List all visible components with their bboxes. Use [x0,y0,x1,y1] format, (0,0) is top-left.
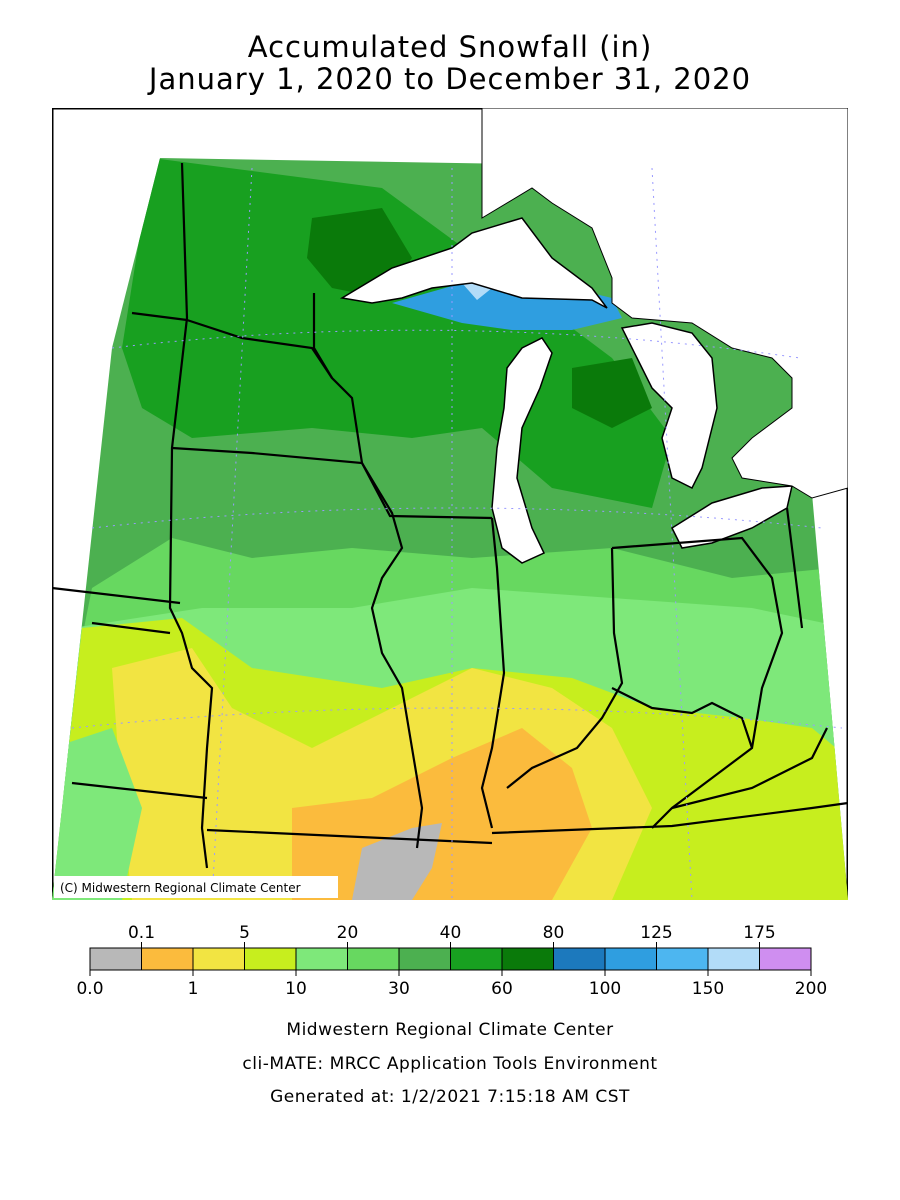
lake-huron [620,322,718,490]
legend-box [656,947,709,971]
copyright-text: (C) Midwestern Regional Climate Center [60,881,301,895]
region-michigan-dark [572,358,652,428]
state-borders [52,162,848,869]
legend-box [244,947,297,971]
region-bootheel [352,823,442,900]
footer-tool-name: cli-MATE: MRCC Application Tools Environ… [242,1054,658,1074]
legend-box [759,947,812,971]
graticule [71,167,843,900]
region-west-green-edge [52,728,142,900]
legend-box [553,947,606,971]
legend-bottom-labels: 0.0 1 10 30 60 100 150 200 [76,970,827,999]
legend-box [398,947,451,971]
legend-bottom-label: 10 [285,979,307,999]
snowfall-map: (C) Midwestern Regional Climate Center [52,108,848,900]
footer-generated-time: Generated at: 1/2/2021 7:15:18 AM CST [270,1087,630,1107]
lake-superior [339,217,608,309]
ontario-land [481,108,848,499]
legend-box [707,947,760,971]
legend-top-label: 0.1 [128,923,155,943]
legend-box [295,947,348,971]
legend-box [141,947,194,971]
map-title: Accumulated Snowfall (in) [247,30,653,64]
map-subtitle: January 1, 2020 to December 31, 2020 [148,62,752,96]
legend-box [192,947,245,971]
legend-box [89,947,142,971]
legend-bottom-label: 0.0 [76,979,103,999]
lake-michigan [491,337,553,564]
legend-top-label: 125 [640,923,672,943]
legend-bottom-label: 60 [491,979,513,999]
legend-top-label: 80 [543,923,565,943]
legend-top-label: 20 [337,923,359,943]
copyright-box [54,876,338,898]
legend-bottom-label: 150 [692,979,724,999]
legend-bottom-label: 30 [388,979,410,999]
legend-box [450,947,503,971]
legend-top-label: 40 [440,923,462,943]
legend-bottom-label: 200 [795,979,827,999]
legend-box [347,947,400,971]
legend-box [501,947,554,971]
color-legend: 0.1 5 20 40 80 125 175 0.0 1 10 30 60 100 150 200 [76,923,827,999]
legend-box [604,947,657,971]
legend-top-labels: 0.1 5 20 40 80 125 175 [128,923,776,948]
region-northern-plains-green [122,158,672,508]
legend-top-label: 175 [743,923,775,943]
legend-bottom-label: 1 [188,979,199,999]
legend-top-label: 5 [239,923,250,943]
footer-center-name: Midwestern Regional Climate Center [286,1020,614,1040]
legend-bottom-label: 100 [589,979,621,999]
legend-color-boxes [89,947,812,971]
